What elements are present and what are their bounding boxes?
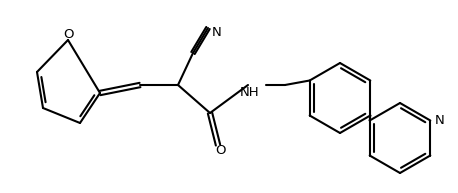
Text: O: O <box>215 145 225 157</box>
Text: NH: NH <box>240 86 260 100</box>
Text: N: N <box>212 26 222 40</box>
Text: O: O <box>63 27 73 41</box>
Text: N: N <box>434 114 444 127</box>
